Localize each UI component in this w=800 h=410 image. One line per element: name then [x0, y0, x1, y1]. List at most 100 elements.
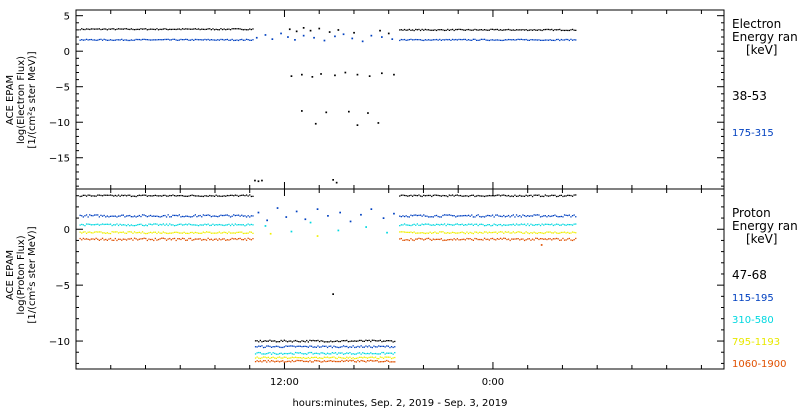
data-point: [474, 28, 476, 31]
data-point: [514, 216, 516, 218]
data-point: [124, 194, 126, 196]
data-point: [517, 195, 519, 197]
data-point: [435, 232, 438, 234]
data-point: [330, 353, 332, 355]
data-point: [451, 231, 454, 233]
data-point: [565, 224, 567, 226]
data-point: [360, 339, 362, 342]
data-point: [121, 38, 123, 40]
data-point: [391, 38, 394, 40]
data-point: [426, 194, 428, 197]
data-point: [210, 195, 212, 197]
data-point: [390, 361, 393, 363]
data-point: [549, 29, 551, 31]
data-point: [210, 238, 212, 240]
data-point: [519, 29, 521, 31]
data-point: [217, 224, 219, 226]
data-point: [113, 231, 115, 233]
data-point: [223, 231, 225, 233]
data-point: [221, 238, 224, 240]
data-point: [204, 223, 206, 225]
data-point: [416, 238, 418, 240]
data-point: [306, 345, 308, 348]
data-point: [322, 340, 324, 342]
data-point: [463, 224, 465, 226]
data-point: [557, 238, 559, 240]
data-point: [148, 232, 150, 234]
data-point: [381, 36, 383, 38]
data-point: [258, 357, 260, 359]
data-point: [464, 232, 466, 235]
data-point: [132, 28, 134, 31]
data-point: [567, 223, 569, 226]
data-point: [355, 346, 357, 348]
data-point: [559, 194, 561, 197]
data-point: [333, 356, 335, 358]
data-point: [419, 29, 422, 32]
data-point: [322, 345, 324, 347]
data-point: [495, 214, 497, 216]
data-point: [443, 223, 446, 225]
data-point: [188, 232, 190, 235]
data-point: [517, 231, 519, 233]
data-point: [114, 39, 116, 41]
data-point: [528, 215, 530, 217]
data-point: [117, 215, 120, 217]
data-point: [458, 28, 460, 30]
data-point: [429, 216, 431, 218]
data-point: [231, 215, 233, 217]
data-point: [256, 356, 258, 358]
data-point: [337, 29, 340, 31]
data-point: [399, 225, 401, 227]
data-point: [410, 224, 412, 227]
data-point: [116, 239, 118, 242]
data-point: [491, 195, 494, 197]
data-point: [394, 346, 396, 348]
data-point: [233, 28, 235, 30]
data-point: [100, 194, 102, 197]
data-point: [503, 232, 505, 234]
data-point: [440, 231, 442, 233]
series-electron-175-315: [79, 32, 577, 43]
data-point: [509, 195, 511, 198]
data-point: [103, 28, 105, 30]
data-point: [202, 195, 204, 198]
data-point: [424, 223, 426, 225]
data-point: [381, 72, 383, 75]
data-point: [146, 195, 148, 197]
data-point: [95, 223, 97, 226]
data-point: [254, 353, 257, 355]
data-point: [503, 214, 505, 217]
data-point: [119, 28, 121, 30]
data-point: [318, 346, 321, 348]
data-point: [490, 238, 492, 240]
data-point: [161, 28, 163, 31]
data-point: [501, 215, 503, 218]
data-point: [541, 232, 543, 234]
data-point: [339, 211, 341, 214]
data-point: [418, 194, 420, 196]
data-point: [349, 359, 351, 362]
data-point: [463, 238, 465, 240]
data-point: [525, 239, 527, 241]
data-point: [290, 230, 293, 233]
data-point: [360, 359, 362, 362]
data-point: [573, 239, 575, 241]
data-point: [563, 239, 566, 241]
data-point: [85, 214, 88, 216]
data-point: [113, 224, 115, 226]
data-point: [280, 352, 282, 354]
data-point: [520, 231, 522, 234]
data-point: [186, 232, 188, 234]
data-point: [575, 39, 577, 41]
data-point: [252, 195, 254, 197]
data-point: [290, 340, 292, 342]
data-point: [312, 361, 314, 363]
data-point: [165, 195, 168, 197]
data-point: [327, 215, 329, 217]
data-point: [172, 38, 174, 40]
data-point: [567, 238, 569, 240]
data-point: [402, 194, 404, 196]
data-point: [426, 39, 428, 41]
data-point: [165, 28, 168, 30]
